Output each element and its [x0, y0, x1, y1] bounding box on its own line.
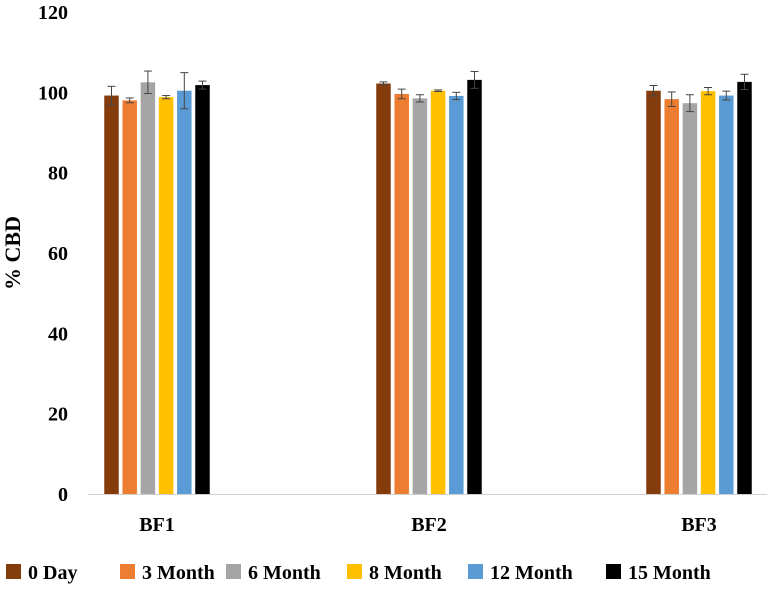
legend-label: 3 Month: [142, 562, 215, 584]
bar: [412, 98, 428, 495]
bar: [430, 90, 446, 494]
bar: [104, 95, 119, 495]
bar: [376, 83, 391, 494]
bar: [122, 100, 137, 495]
bar: [467, 79, 482, 494]
legend-item: 8 Month: [347, 562, 442, 584]
x-tick-label: BF3: [681, 514, 717, 536]
y-tick-label: 100: [38, 82, 68, 104]
bar: [449, 95, 464, 494]
legend-swatch: [120, 564, 135, 579]
x-tick-label: BF2: [411, 514, 447, 536]
y-tick-label: 20: [48, 404, 68, 426]
y-tick-label: 0: [58, 484, 68, 506]
legend-swatch: [347, 564, 362, 579]
legend-item: 3 Month: [120, 562, 215, 584]
legend: 0 Day 3 Month 6 Month 8 Month 12 Month 15 Mon…: [6, 562, 711, 584]
y-tick-label: 60: [48, 243, 68, 265]
legend-swatch: [468, 564, 483, 579]
bar: [719, 95, 734, 495]
x-axis-tick-labels: BF1 BF2 BF3: [139, 514, 717, 536]
legend-item: 12 Month: [468, 562, 573, 584]
legend-item: 15 Month: [606, 562, 711, 584]
legend-item: 6 Month: [226, 562, 321, 584]
legend-item: 0 Day: [6, 562, 77, 584]
legend-swatch: [606, 564, 621, 579]
bar: [158, 97, 174, 495]
bars-group: [104, 70, 752, 495]
y-tick-label: 120: [38, 2, 68, 24]
bar: [177, 90, 192, 494]
y-axis-ticks: 0 20 40 60 80 100 120: [38, 2, 68, 506]
legend-label: 12 Month: [490, 562, 573, 584]
bar: [394, 93, 409, 494]
y-axis-title-group: % CBD: [0, 216, 25, 290]
legend-label: 15 Month: [628, 562, 711, 584]
y-tick-label: 80: [48, 163, 68, 185]
bar: [195, 85, 210, 494]
legend-swatch: [6, 564, 21, 579]
y-tick-label: 40: [48, 323, 68, 345]
bar: [646, 90, 661, 494]
bar: [664, 99, 679, 494]
legend-swatch: [226, 564, 241, 579]
legend-label: 8 Month: [369, 562, 442, 584]
bar: [140, 82, 156, 494]
bar: [682, 103, 698, 495]
legend-label: 6 Month: [248, 562, 321, 584]
y-axis-title: % CBD: [0, 216, 25, 290]
x-tick-label: BF1: [139, 514, 175, 536]
legend-label: 0 Day: [28, 562, 77, 584]
bar: [737, 81, 752, 494]
bar: [700, 91, 716, 494]
